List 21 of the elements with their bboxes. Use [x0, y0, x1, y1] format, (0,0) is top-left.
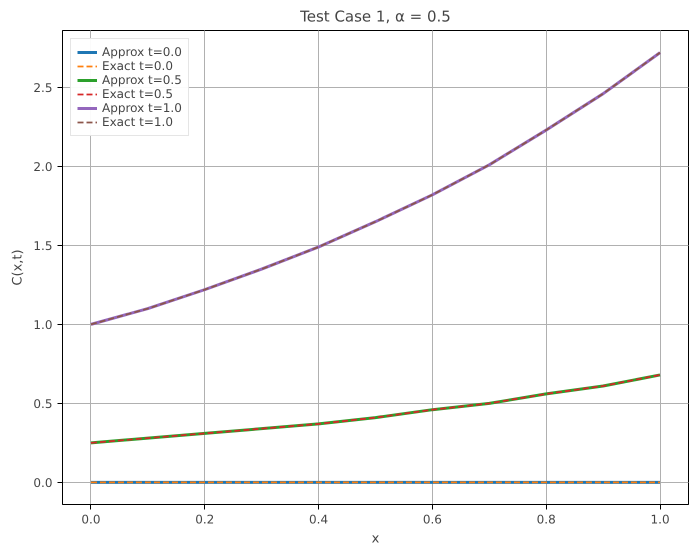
y-tick-label: 0.0 [33, 476, 53, 490]
legend-label: Approx t=0.5 [102, 73, 182, 87]
y-tick-label: 0.5 [33, 396, 53, 411]
x-axis-title: x [372, 532, 380, 546]
legend-label: Approx t=1.0 [102, 101, 182, 115]
x-tick-label: 0.0 [81, 512, 101, 526]
x-tick-label: 0.2 [195, 512, 214, 526]
x-tick-label: 0.8 [536, 512, 556, 526]
chart-title: Test Case 1, α = 0.5 [299, 8, 451, 26]
y-tick-label: 2.0 [33, 160, 53, 174]
x-tick-label: 0.4 [309, 512, 328, 526]
y-tick-label: 1.0 [33, 318, 53, 332]
legend-label: Exact t=0.0 [102, 59, 173, 73]
y-tick-label: 2.5 [33, 80, 53, 95]
y-tick-label: 1.5 [33, 238, 53, 253]
legend-label: Approx t=0.0 [102, 45, 182, 59]
y-axis-title: C(x,t) [10, 249, 26, 286]
legend-label: Exact t=1.0 [102, 115, 173, 129]
legend-label: Exact t=0.5 [102, 87, 173, 101]
x-tick-label: 0.6 [422, 512, 442, 526]
x-tick-label: 1.0 [650, 512, 670, 526]
